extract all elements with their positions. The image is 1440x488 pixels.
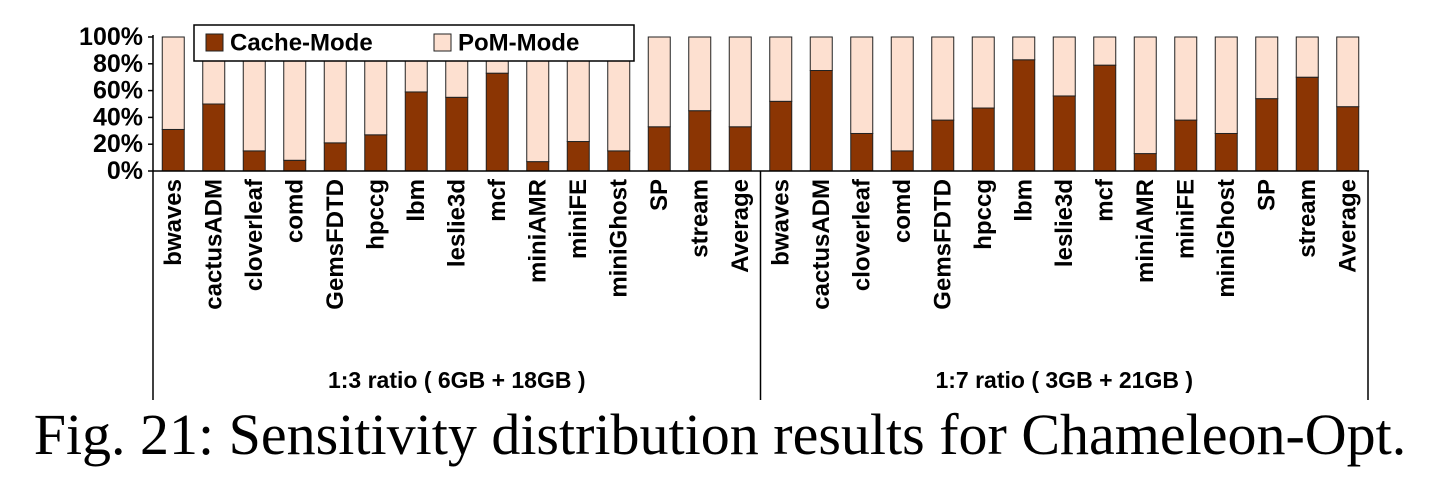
bar-cache-g2-mcf: [1093, 64, 1117, 172]
category-label: miniGhost: [605, 179, 632, 298]
legend-swatch-cache-mode: [205, 33, 224, 52]
bar-cache-g2-cactusADM: [809, 70, 833, 172]
group-label: 1:7 ratio ( 3GB + 21GB ): [935, 367, 1193, 393]
bar-pom-g2-miniAMR: [1133, 36, 1157, 155]
bar-pom-g2-bwaves: [769, 36, 793, 102]
legend-label: PoM-Mode: [458, 30, 579, 57]
bar-pom-g2-lbm: [1012, 36, 1036, 61]
bar-pom-g2-miniGhost: [1214, 36, 1238, 134]
bar-pom-g2-hpccg: [971, 36, 995, 109]
bar-pom-g1-stream: [688, 36, 712, 112]
legend: Cache-Mode PoM-Mode: [193, 24, 635, 62]
bar-pom-g2-GemsFDTD: [931, 36, 955, 121]
group-label: 1:3 ratio ( 6GB + 18GB ): [328, 367, 586, 393]
category-label: Average: [727, 179, 754, 273]
bar-cache-g1-hpccg: [364, 134, 388, 172]
legend-swatch-pom-mode: [433, 33, 452, 52]
bar-pom-g1-SP: [647, 36, 671, 128]
bar-pom-g1-bwaves: [161, 36, 185, 130]
category-label: hpccg: [362, 179, 389, 250]
category-label: Average: [1334, 179, 1361, 273]
category-label: stream: [1294, 179, 1321, 258]
category-label: miniGhost: [1213, 179, 1240, 298]
bar-cache-g2-miniFE: [1174, 119, 1198, 172]
bar-pom-g2-Average: [1336, 36, 1360, 108]
bar-pom-g2-leslie3d: [1052, 36, 1076, 97]
bar-cache-g2-Average: [1336, 106, 1360, 172]
category-label: stream: [686, 179, 713, 258]
axes-layer: [148, 35, 1369, 400]
bar-pom-g2-stream: [1295, 36, 1319, 78]
category-label: leslie3d: [443, 179, 470, 267]
category-label: miniFE: [565, 179, 592, 259]
category-label: lbm: [1010, 179, 1037, 222]
figure-caption: Fig. 21: Sensitivity distribution result…: [33, 402, 1407, 467]
category-label: leslie3d: [1051, 179, 1078, 267]
legend-box: [193, 24, 635, 62]
category-label: cactusADM: [808, 179, 835, 310]
y-tick-label: 20%: [93, 130, 143, 158]
bar-pom-g2-cloverleaf: [850, 36, 874, 134]
bar-cache-g1-cloverleaf: [242, 150, 266, 172]
bar-pom-g2-comd: [890, 36, 914, 152]
bar-cache-g2-comd: [890, 150, 914, 172]
bar-cache-g1-cactusADM: [202, 103, 226, 172]
bar-pom-g2-SP: [1255, 36, 1279, 100]
bar-cache-g2-bwaves: [769, 100, 793, 172]
category-label: GemsFDTD: [322, 179, 349, 310]
category-label: GemsFDTD: [929, 179, 956, 310]
category-label: comd: [281, 179, 308, 243]
bar-cache-g1-stream: [688, 110, 712, 172]
bar-cache-g2-stream: [1295, 76, 1319, 172]
bar-cache-g1-bwaves: [161, 128, 185, 172]
category-label: bwaves: [160, 179, 187, 266]
y-tick-label: 80%: [93, 50, 143, 78]
category-label: SP: [1253, 179, 1280, 211]
bar-pom-g2-miniFE: [1174, 36, 1198, 121]
category-label: cloverleaf: [848, 178, 875, 291]
bar-cache-g2-miniGhost: [1214, 132, 1238, 172]
category-label: mcf: [484, 178, 511, 222]
legend-label: Cache-Mode: [230, 30, 373, 57]
stacked-bar-chart: bwaves cactusADM cloverleaf comd GemsFDTD hpc…: [79, 23, 1369, 400]
bar-cache-g1-GemsFDTD: [323, 142, 347, 172]
bar-cache-g2-lbm: [1012, 59, 1036, 172]
category-label: lbm: [403, 179, 430, 222]
bar-cache-g2-cloverleaf: [850, 132, 874, 172]
category-label: cloverleaf: [241, 178, 268, 291]
bar-pom-g2-cactusADM: [809, 36, 833, 71]
bar-cache-g1-miniAMR: [526, 161, 550, 172]
category-label: miniFE: [1172, 179, 1199, 259]
category-label: SP: [646, 179, 673, 211]
bar-cache-g2-GemsFDTD: [931, 119, 955, 172]
bars-layer: [161, 36, 1360, 172]
bar-cache-g1-comd: [283, 159, 307, 172]
bar-cache-g1-miniFE: [566, 141, 590, 172]
labels-layer: bwaves cactusADM cloverleaf comd GemsFDTD hpc…: [79, 23, 1361, 393]
bar-cache-g2-hpccg: [971, 107, 995, 172]
bar-cache-g2-miniAMR: [1133, 153, 1157, 172]
bar-cache-g1-lbm: [404, 91, 428, 172]
bar-cache-g2-SP: [1255, 98, 1279, 172]
bar-cache-g1-leslie3d: [445, 96, 469, 172]
bar-cache-g1-SP: [647, 126, 671, 172]
bar-pom-g1-Average: [728, 36, 752, 128]
bar-cache-g2-leslie3d: [1052, 95, 1076, 172]
bar-cache-g1-miniGhost: [607, 150, 631, 172]
category-label: cactusADM: [200, 179, 227, 310]
y-tick-label: 60%: [93, 77, 143, 105]
bar-cache-g1-Average: [728, 126, 752, 172]
category-label: mcf: [1091, 178, 1118, 222]
bar-pom-g2-mcf: [1093, 36, 1117, 66]
category-label: bwaves: [767, 179, 794, 266]
bar-cache-g1-mcf: [485, 72, 509, 172]
category-label: miniAMR: [1132, 179, 1159, 283]
y-tick-label: 100%: [79, 23, 143, 51]
category-label: hpccg: [970, 179, 997, 250]
category-label: comd: [889, 179, 916, 243]
category-label: miniAMR: [524, 179, 551, 283]
y-tick-label: 0%: [107, 157, 143, 185]
y-tick-label: 40%: [93, 103, 143, 131]
